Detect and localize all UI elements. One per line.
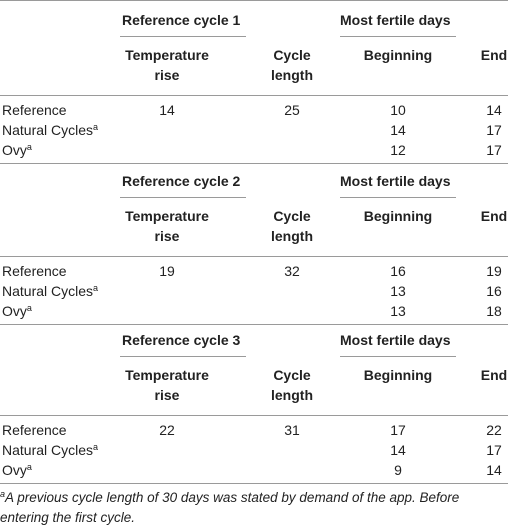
cell: 22	[486, 422, 502, 438]
row-label-mark: a	[93, 442, 99, 452]
cell: 25	[284, 102, 300, 118]
rule	[0, 163, 508, 164]
cell: 17	[486, 142, 502, 158]
row-label-text: Ovy	[2, 462, 27, 478]
row-label: Natural Cyclesa	[2, 120, 98, 140]
row-label-text: Natural Cycles	[2, 122, 94, 138]
rule	[340, 356, 456, 357]
rule	[0, 95, 508, 96]
cell: 17	[486, 442, 502, 458]
column-header: Beginning	[363, 47, 433, 63]
cell: 22	[159, 422, 175, 438]
column-header: Cycle length	[271, 47, 313, 83]
row-label-text: Ovy	[2, 142, 27, 158]
column-header: Temperature rise	[125, 47, 209, 83]
group-header: Reference cycle 1	[122, 12, 241, 28]
column-header: Beginning	[363, 367, 433, 383]
cell: 13	[390, 303, 406, 319]
cell: 14	[390, 442, 406, 458]
row-label-text: Reference	[2, 263, 67, 279]
column-header: Temperature rise	[125, 208, 209, 244]
cell: 14	[159, 102, 175, 118]
row-label-text: Natural Cycles	[2, 442, 94, 458]
cell: 12	[390, 142, 406, 158]
row-label: Reference	[2, 420, 67, 440]
row-label-text: Ovy	[2, 303, 27, 319]
rule	[340, 36, 456, 37]
cell: 32	[284, 263, 300, 279]
rule	[120, 197, 246, 198]
group-header: Reference cycle 2	[122, 173, 241, 189]
cell: 10	[390, 102, 406, 118]
column-header: Cycle length	[271, 208, 313, 244]
row-label-mark: a	[93, 283, 99, 293]
cell: 19	[486, 263, 502, 279]
row-label-mark: a	[93, 122, 99, 132]
footnote-text: A previous cycle length of 30 days was s…	[0, 490, 460, 525]
cell: 14	[486, 462, 502, 478]
row-label: Reference	[2, 100, 67, 120]
cell: 18	[486, 303, 502, 319]
rule	[0, 0, 508, 1]
group-header: Most fertile days	[340, 173, 451, 189]
row-label: Ovya	[2, 460, 32, 480]
cell: 9	[394, 462, 402, 478]
column-header: End	[480, 47, 508, 63]
row-label-text: Reference	[2, 102, 67, 118]
column-header: Cycle length	[271, 367, 313, 403]
rule	[120, 356, 246, 357]
rule	[120, 36, 246, 37]
row-label: Ovya	[2, 140, 32, 160]
row-label-text: Natural Cycles	[2, 283, 94, 299]
cell: 13	[390, 283, 406, 299]
cell: 16	[390, 263, 406, 279]
rule	[0, 256, 508, 257]
group-header: Most fertile days	[340, 332, 451, 348]
row-label-mark: a	[26, 462, 32, 472]
cell: 16	[486, 283, 502, 299]
row-label: Natural Cyclesa	[2, 440, 98, 460]
row-label-text: Reference	[2, 422, 67, 438]
cell: 31	[284, 422, 300, 438]
footnote-mark: a	[0, 489, 6, 499]
cell: 17	[486, 122, 502, 138]
cell: 17	[390, 422, 406, 438]
rule	[340, 197, 456, 198]
cell: 14	[390, 122, 406, 138]
cell: 14	[486, 102, 502, 118]
column-header: End	[480, 367, 508, 383]
rule	[0, 415, 508, 416]
rule	[0, 324, 508, 325]
column-header: Beginning	[363, 208, 433, 224]
cell: 19	[159, 263, 175, 279]
group-header: Reference cycle 3	[122, 332, 241, 348]
row-label: Reference	[2, 261, 67, 281]
footnote: aA previous cycle length of 30 days was …	[0, 488, 505, 528]
row-label: Natural Cyclesa	[2, 281, 98, 301]
rule	[0, 483, 508, 484]
row-label-mark: a	[26, 142, 32, 152]
row-label-mark: a	[26, 303, 32, 313]
group-header: Most fertile days	[340, 12, 451, 28]
column-header: End	[480, 208, 508, 224]
row-label: Ovya	[2, 301, 32, 321]
column-header: Temperature rise	[125, 367, 209, 403]
